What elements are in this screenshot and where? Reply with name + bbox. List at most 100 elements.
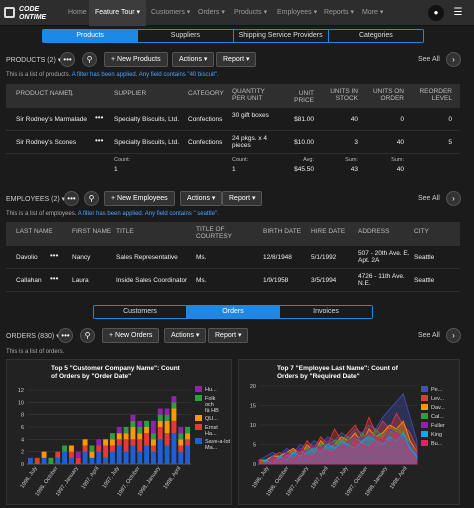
col-hire-date[interactable]: HIRE DATE [311,228,346,235]
filter-text[interactable]: A filter has been applied. Any field con… [77,211,219,217]
col-unit-price[interactable]: UNIT PRICE [294,90,314,104]
search-icon[interactable]: ⚲ [82,52,97,67]
nav-customers[interactable]: Customers ▾ [151,9,191,16]
nav-products[interactable]: Products ▾ [234,9,268,16]
col-title[interactable]: TITLE [116,228,134,235]
sort-icon[interactable]: ⇅ [68,90,74,97]
tab-customers[interactable]: Customers [94,306,187,318]
col-city[interactable]: CITY [414,228,429,235]
search-icon[interactable]: ⚲ [80,328,95,343]
tab-products[interactable]: Products [43,30,139,42]
legend-label: Ma... [205,445,218,451]
orders-section-title[interactable]: ORDERS (830) ▾ [6,333,60,340]
more-options-icon[interactable]: ••• [60,52,75,67]
row-menu-icon[interactable]: ••• [95,113,104,122]
nav-home[interactable]: Home [68,9,87,16]
legend-label: Save-a-lot [205,439,231,445]
cell-category: Confections [188,116,223,123]
bar-segment [41,451,47,458]
logo-text-line2: ONTIME [19,14,47,21]
nav-feature-tour[interactable]: Feature Tour ▾ [89,0,147,26]
col-reorder-level[interactable]: REORDER LEVEL [419,88,452,102]
col-birth-date[interactable]: BIRTH DATE [263,228,302,235]
chevron-right-icon[interactable]: › [446,328,461,343]
orders-actions-button[interactable]: Actions ▾ [164,328,207,343]
col-quantity-per-unit[interactable]: QUANTITY PER UNIT [232,88,265,102]
bar-segment [130,439,136,446]
chevron-right-icon[interactable]: › [446,52,461,67]
table-row[interactable] [6,269,460,292]
col-address[interactable]: ADDRESS [358,228,390,235]
col-units-in-stock[interactable]: UNITS IN STOCK [330,88,358,102]
bar-segment [109,451,115,464]
user-account-icon[interactable]: ● [428,5,444,21]
col-units-on-order[interactable]: UNITS ON ORDER [372,88,404,102]
cell-last-name: Callahan [16,277,42,284]
plus-icon: + [109,332,116,339]
bar-segment [123,439,129,452]
cell-birth-date: 1/9/1958 [263,277,289,284]
cell-product-name: Sir Rodney's Marmalade [16,116,87,123]
bar-segment [89,457,95,464]
col-title-of-courtesy[interactable]: TITLE OF COURTESY [196,226,232,240]
more-options-icon[interactable]: ••• [64,191,79,206]
new-products-button[interactable]: + New Products [104,52,168,67]
hamburger-menu-icon[interactable]: ☰ [453,7,463,18]
row-menu-icon[interactable]: ••• [50,251,59,260]
nav-orders[interactable]: Orders ▾ [198,9,225,16]
row-menu-icon[interactable]: ••• [95,136,104,145]
products-report-button[interactable]: Report ▾ [216,52,257,67]
new-orders-label: New Orders [115,332,153,339]
new-employees-button[interactable]: + New Employees [104,191,175,206]
new-products-label: New Products [117,56,161,63]
col-category[interactable]: CATEGORY [188,90,224,97]
stacked-area-chart[interactable]: Top 7 "Employee Last Name": Count ofOrde… [239,360,461,506]
employees-report-button[interactable]: Report ▾ [222,191,263,206]
col-first-name[interactable]: FIRST NAME [72,228,112,235]
col-product-name[interactable]: PRODUCT NAME [16,90,69,97]
new-orders-button[interactable]: + New Orders [102,328,160,343]
tab-suppliers[interactable]: Suppliers [138,30,234,42]
bar-segment [130,420,136,427]
cell-stock: 3 [354,139,358,146]
tab-invoices[interactable]: Invoices [280,306,372,318]
nav-reports[interactable]: Reports ▾ [324,9,354,16]
footer-avg-value: $45.50 [294,166,314,173]
chevron-right-icon[interactable]: › [446,191,461,206]
x-tick-label: 1998, April [389,466,409,491]
products-actions-button[interactable]: Actions ▾ [172,52,215,67]
plus-icon: + [111,56,118,63]
table-row[interactable] [6,131,460,154]
products-see-all-link[interactable]: See All [418,56,440,63]
orders-see-all-link[interactable]: See All [418,332,440,339]
area-series-dav [258,420,418,465]
cell-address: 507 - 20th Ave. E. Apt. 2A [358,250,410,264]
filter-text[interactable]: A filter has been applied. Any field con… [71,72,219,78]
app-logo[interactable]: CODE ONTIME [4,4,58,22]
bar-segment [150,445,156,452]
nav-more[interactable]: More ▾ [362,9,384,16]
employees-see-all-link[interactable]: See All [418,195,440,202]
footer-count-value: 1 [232,166,236,173]
tab-orders[interactable]: Orders [187,306,280,318]
employees-section-title[interactable]: EMPLOYEES (2) ▾ [6,196,66,203]
legend-label: QU... [205,416,218,422]
products-section-title[interactable]: PRODUCTS (2) ▾ [6,57,62,64]
tab-categories[interactable]: Categories [328,30,423,42]
logo-square-icon [4,7,15,18]
tab-shipping-service-providers[interactable]: Shipping Service Providers [233,30,329,42]
col-supplier[interactable]: SUPPLIER [114,90,147,97]
col-last-name[interactable]: LAST NAME [16,228,53,235]
nav-employees[interactable]: Employees ▾ [277,9,318,16]
employees-actions-button[interactable]: Actions ▾ [180,191,223,206]
row-menu-icon[interactable]: ••• [50,274,59,283]
search-icon[interactable]: ⚲ [84,191,99,206]
bar-segment [96,439,102,446]
bar-segment [157,414,163,421]
more-options-icon[interactable]: ••• [58,328,73,343]
bar-segment [55,451,61,458]
orders-report-button[interactable]: Report ▾ [208,328,249,343]
table-row[interactable] [6,108,460,131]
table-row[interactable] [6,246,460,269]
